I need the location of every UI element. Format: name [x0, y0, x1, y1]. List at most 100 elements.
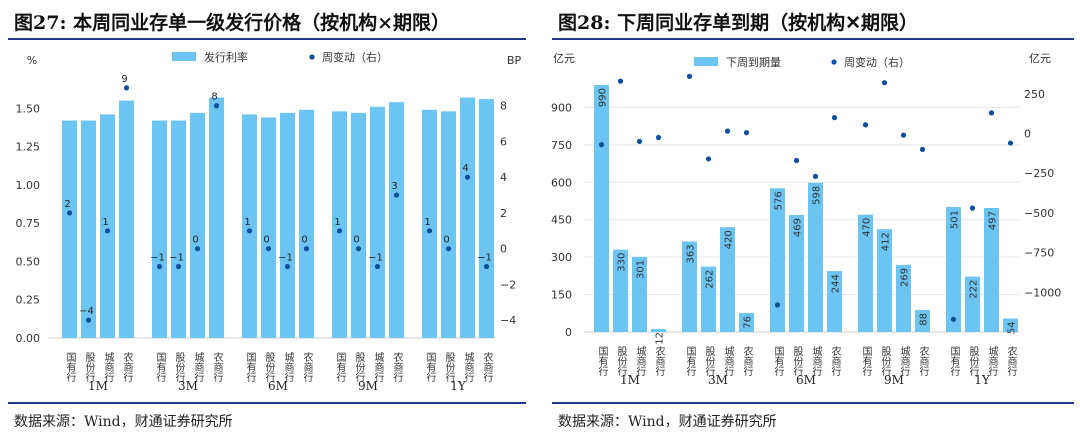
- change-point-label: 0: [263, 235, 269, 246]
- change-point-1Y-城商行: [988, 110, 995, 116]
- bar-9M-城商行: [370, 106, 385, 338]
- left-axis-unit: 亿元: [553, 52, 575, 65]
- left-axis-unit: %: [27, 54, 37, 67]
- right-axis-tick-label: 0: [1024, 128, 1031, 141]
- figure-28-title: 图28: 下周同业存单到期（按机构✕期限）: [558, 12, 918, 34]
- change-point-9M-股份行: [355, 246, 362, 252]
- change-point-1Y-国有行: [426, 228, 433, 234]
- change-point-6M-农商行: [303, 246, 310, 252]
- bar-9M-股份行: [351, 112, 366, 338]
- change-point-label: 1: [102, 217, 108, 228]
- bar-1Y-国有行: [946, 206, 961, 332]
- left-axis-tick-label: 0.75: [16, 217, 41, 230]
- change-point-1M-城商行: [636, 138, 643, 145]
- change-point-label: 9: [121, 74, 127, 85]
- bar-value-label: 269: [900, 268, 911, 287]
- tenor-group-label: 9M: [358, 379, 378, 393]
- change-point-label: −1: [150, 253, 165, 264]
- legend-bar-swatch: [172, 52, 196, 61]
- institution-label: 城商行: [986, 346, 998, 377]
- change-point-label: −1: [278, 253, 293, 264]
- bar-3M-股份行: [171, 120, 186, 338]
- left-axis-tick-label: 1.50: [16, 102, 41, 115]
- change-point-3M-城商行: [194, 246, 201, 252]
- tenor-group-label: 3M: [708, 373, 728, 387]
- change-point-6M-国有行: [774, 302, 781, 308]
- figure-27-top-rule: [8, 38, 526, 40]
- institution-label: 农商行: [211, 351, 223, 383]
- right-axis-tick-label: −2: [500, 278, 516, 291]
- left-axis-tick-label: 450: [551, 214, 572, 227]
- right-axis-tick-label: −500: [1024, 207, 1054, 220]
- institution-label: 国有行: [424, 352, 436, 383]
- legend-bar-swatch: [694, 57, 718, 66]
- bar-6M-国有行: [770, 188, 785, 332]
- institution-label: 国有行: [772, 346, 784, 377]
- bar-6M-城商行: [280, 112, 295, 338]
- figure-28-source: 数据来源：Wind，财通证券研究所: [558, 414, 777, 430]
- institution-label: 农商行: [1005, 345, 1017, 377]
- bar-3M-股份行: [701, 266, 716, 332]
- bar-6M-农商行: [299, 109, 314, 339]
- bar-6M-股份行: [261, 117, 276, 338]
- bar-3M-城商行: [720, 227, 735, 332]
- change-point-label: 0: [443, 235, 449, 246]
- change-point-9M-城商行: [900, 132, 907, 138]
- change-point-3M-城商行: [724, 128, 731, 134]
- bar-1Y-城商行: [984, 207, 999, 332]
- bar-6M-农商行: [827, 271, 842, 332]
- change-point-label: −1: [477, 253, 492, 264]
- institution-label: 股份行: [173, 352, 185, 383]
- institution-label: 城商行: [634, 346, 646, 377]
- bar-value-label: 497: [988, 211, 999, 230]
- right-axis-tick-label: −250: [1024, 167, 1054, 180]
- institution-label: 城商行: [282, 352, 294, 383]
- institution-label: 城商行: [372, 352, 384, 383]
- bar-value-label: 54: [1007, 322, 1018, 335]
- institution-label: 国有行: [596, 346, 608, 377]
- bar-value-label: 990: [598, 88, 609, 107]
- change-point-9M-国有行: [336, 228, 343, 234]
- institution-label: 农商行: [741, 345, 753, 377]
- institution-label: 国有行: [244, 352, 256, 383]
- bar-value-label: 576: [774, 191, 785, 210]
- change-point-label: 4: [462, 163, 468, 174]
- bar-value-label: 244: [831, 274, 842, 293]
- bar-9M-国有行: [858, 214, 873, 332]
- figure-27-panel: 图27: 本周同业存单一级发行价格（按机构×期限） 发行利率 周变动（右）% BP 0…: [0, 0, 532, 440]
- tenor-group-label: 6M: [796, 373, 816, 387]
- bar-1M-股份行: [613, 249, 628, 332]
- change-point-label: −1: [368, 253, 383, 264]
- figure-28-bottom-rule: [552, 402, 1074, 404]
- right-axis-tick-label: −1000: [1024, 286, 1061, 299]
- right-axis-tick-label: 6: [500, 135, 507, 148]
- institution-label: 农商行: [301, 351, 313, 383]
- bar-value-label: 222: [969, 280, 980, 299]
- change-point-label: −4: [79, 306, 94, 317]
- institution-label: 股份行: [615, 346, 627, 377]
- bar-1Y-股份行: [441, 111, 456, 338]
- bar-9M-农商行: [915, 310, 930, 332]
- change-point-6M-股份行: [793, 157, 800, 164]
- tenor-group-label: 1M: [88, 379, 108, 393]
- institution-label: 股份行: [263, 352, 275, 383]
- right-axis-tick-label: −4: [500, 314, 516, 327]
- bar-value-label: 88: [919, 313, 930, 326]
- bar-value-label: 330: [617, 253, 628, 272]
- institution-label: 国有行: [684, 346, 696, 377]
- tenor-group-label: 3M: [178, 379, 198, 393]
- right-axis-tick-label: 0: [500, 243, 507, 256]
- tenor-group-label: 9M: [884, 373, 904, 387]
- bar-value-label: 420: [724, 230, 735, 249]
- tenor-group-label: 6M: [268, 379, 288, 393]
- change-point-6M-农商行: [831, 115, 838, 121]
- left-axis-tick-label: 600: [551, 176, 572, 189]
- change-point-1M-农商行: [123, 85, 130, 91]
- institution-label: 农商行: [829, 345, 841, 377]
- bar-value-label: 470: [862, 218, 873, 237]
- change-point-label: 1: [424, 217, 430, 228]
- right-axis-tick-label: 4: [500, 171, 507, 184]
- change-point-1M-股份行: [85, 317, 92, 323]
- bar-1M-国有行: [594, 84, 609, 332]
- institution-label: 股份行: [83, 352, 95, 383]
